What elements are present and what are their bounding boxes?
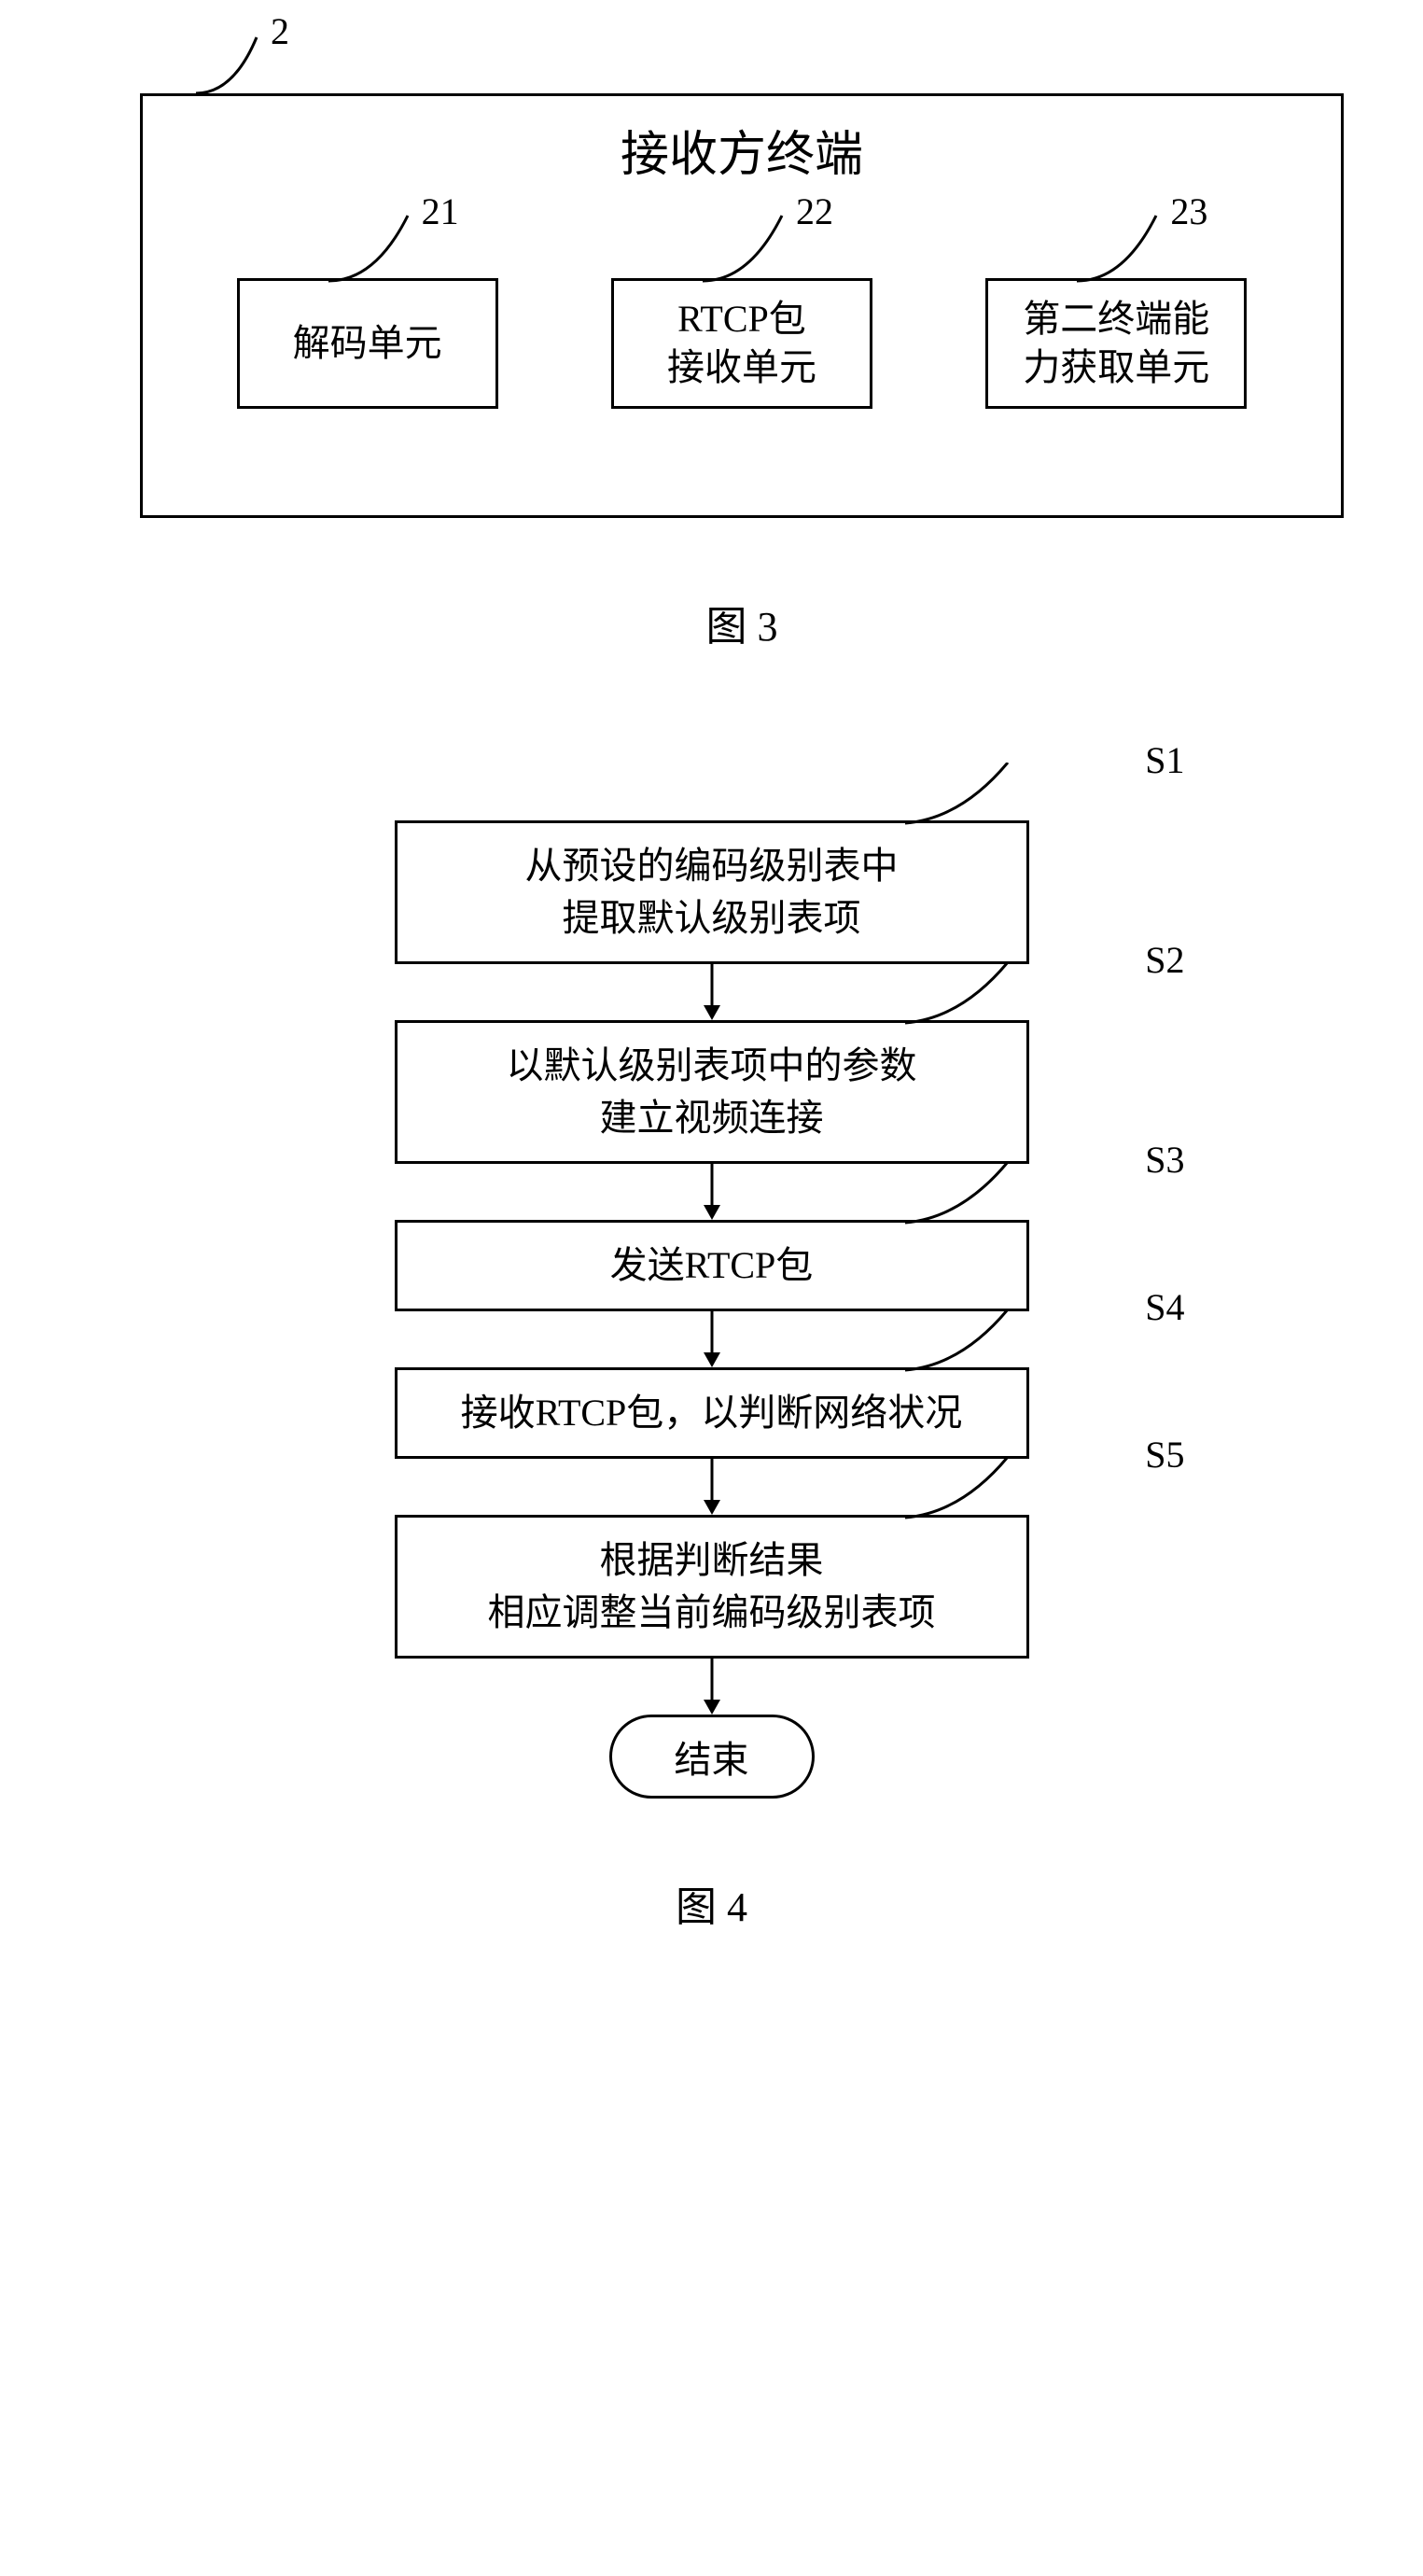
fig3-inner-boxes: 21 解码单元 22 RTCP包 接收单元 (143, 278, 1341, 409)
flow-end: 结束 (609, 1715, 815, 1799)
s5-text: 根据判断结果 相应调整当前编码级别表项 (488, 1539, 936, 1633)
s4-label: S4 (1145, 1281, 1184, 1334)
flow-step-s1: S1 从预设的编码级别表中 提取默认级别表项 (395, 820, 1029, 964)
flow-step-s3: S3 发送RTCP包 (395, 1220, 1029, 1311)
fig3-box-23: 23 第二终端能 力获取单元 (985, 278, 1247, 409)
fig3-outer-box: 接收方终端 21 解码单元 22 RTCP包 (140, 93, 1344, 518)
fig3-box-22: 22 RTCP包 接收单元 (611, 278, 872, 409)
s1-text: 从预设的编码级别表中 提取默认级别表项 (525, 845, 899, 939)
fig3-box22-label: 22 (796, 188, 833, 236)
fig3-box23-text: 第二终端能 力获取单元 (1023, 295, 1209, 392)
fig3-title: 接收方终端 (143, 96, 1341, 185)
s4-text: 接收RTCP包，以判断网络状况 (461, 1392, 963, 1434)
flow-step-s5: S5 根据判断结果 相应调整当前编码级别表项 (395, 1515, 1029, 1659)
fig4-container: S1 从预设的编码级别表中 提取默认级别表项 S2 以默认级别表项中的参数 建立… (75, 820, 1348, 1933)
s2-label: S2 (1145, 934, 1184, 987)
s3-leader (905, 1162, 1036, 1241)
s1-label: S1 (1145, 735, 1184, 787)
end-text: 结束 (675, 1729, 749, 1784)
s3-text: 发送RTCP包 (610, 1244, 814, 1286)
fig3-box21-label: 21 (422, 188, 459, 236)
s3-label: S3 (1145, 1134, 1184, 1186)
flow-step-s4: S4 接收RTCP包，以判断网络状况 (395, 1367, 1029, 1459)
s5-label: S5 (1145, 1429, 1184, 1481)
s2-text: 以默认级别表项中的参数 建立视频连接 (507, 1044, 917, 1139)
s1-leader (905, 763, 1036, 842)
arrow-s5-end (292, 1659, 1132, 1715)
fig4-caption: 图 4 (676, 1873, 747, 1933)
s4-leader (905, 1309, 1036, 1389)
s2-leader (905, 962, 1036, 1042)
fig3-caption: 图 3 (140, 593, 1344, 652)
fig3-box23-label: 23 (1170, 188, 1207, 236)
s5-leader (905, 1457, 1036, 1536)
fig3-box21-text: 解码单元 (293, 319, 442, 368)
flow-step-s2: S2 以默认级别表项中的参数 建立视频连接 (395, 1020, 1029, 1164)
fig4-inner: S1 从预设的编码级别表中 提取默认级别表项 S2 以默认级别表项中的参数 建立… (292, 820, 1132, 1799)
fig3-box-21: 21 解码单元 (237, 278, 498, 409)
fig3-box22-text: RTCP包 接收单元 (667, 295, 816, 392)
fig3-container: 2 接收方终端 21 解码单元 22 (140, 93, 1348, 518)
fig3-outer-label: 2 (271, 9, 289, 53)
